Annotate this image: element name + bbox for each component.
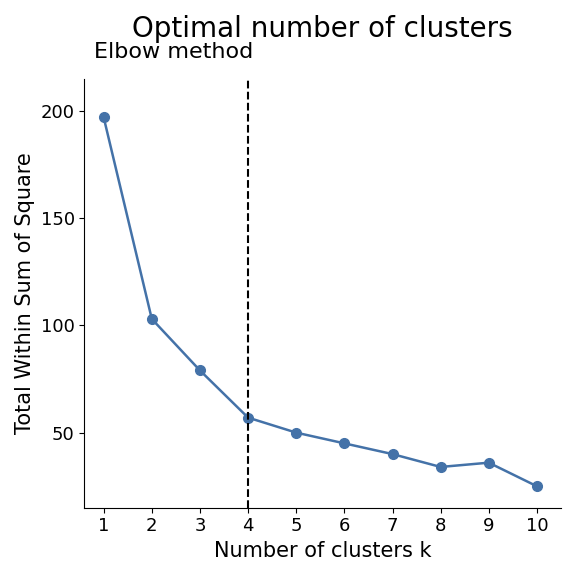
Y-axis label: Total Within Sum of Square: Total Within Sum of Square (15, 152, 35, 434)
Title: Optimal number of clusters: Optimal number of clusters (132, 15, 513, 43)
X-axis label: Number of clusters k: Number of clusters k (214, 541, 431, 561)
Text: Elbow method: Elbow method (94, 41, 253, 62)
